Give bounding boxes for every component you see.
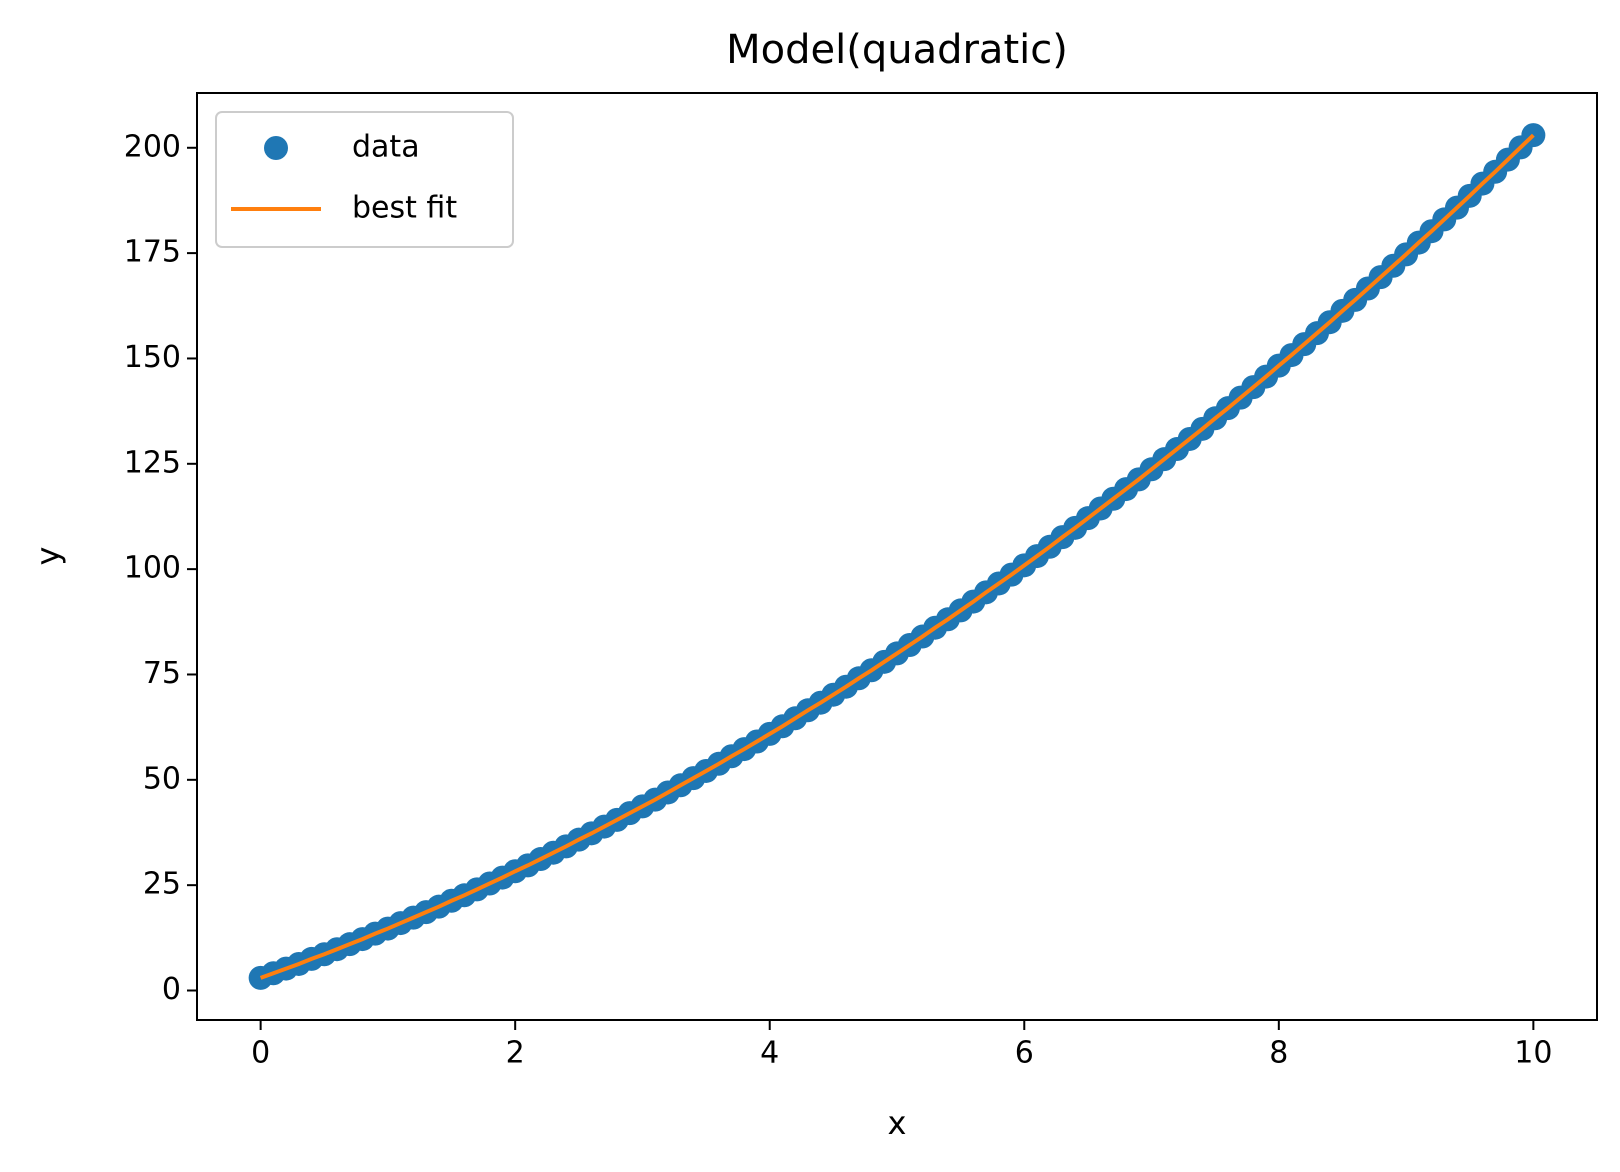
x-tick-label: 10: [1514, 1036, 1552, 1071]
y-tick-label: 200: [124, 129, 181, 164]
fit-line: [259, 133, 1535, 980]
y-axis-label: y: [29, 547, 67, 566]
legend-box: [215, 111, 514, 248]
x-axis-label: x: [888, 1104, 907, 1142]
y-tick-label: 150: [124, 340, 181, 375]
x-tick-label: 4: [760, 1036, 779, 1071]
x-tick-label: 6: [1015, 1036, 1034, 1071]
y-tick-label: 100: [124, 551, 181, 586]
legend-label: best fit: [352, 191, 457, 226]
chart-title: Model(quadratic): [726, 27, 1068, 73]
y-tick-label: 175: [124, 235, 181, 270]
x-tick-label: 0: [251, 1036, 270, 1071]
x-tick-label: 2: [506, 1036, 525, 1071]
y-tick-label: 0: [162, 972, 181, 1007]
axes-frame: [196, 92, 1598, 1021]
x-tick-label: 8: [1269, 1036, 1288, 1071]
y-tick-label: 125: [124, 445, 181, 480]
y-tick-label: 50: [143, 761, 181, 796]
y-tick-label: 25: [143, 867, 181, 902]
legend-marker: [264, 136, 288, 160]
y-tick-label: 75: [143, 656, 181, 691]
legend-label: data: [352, 130, 420, 165]
